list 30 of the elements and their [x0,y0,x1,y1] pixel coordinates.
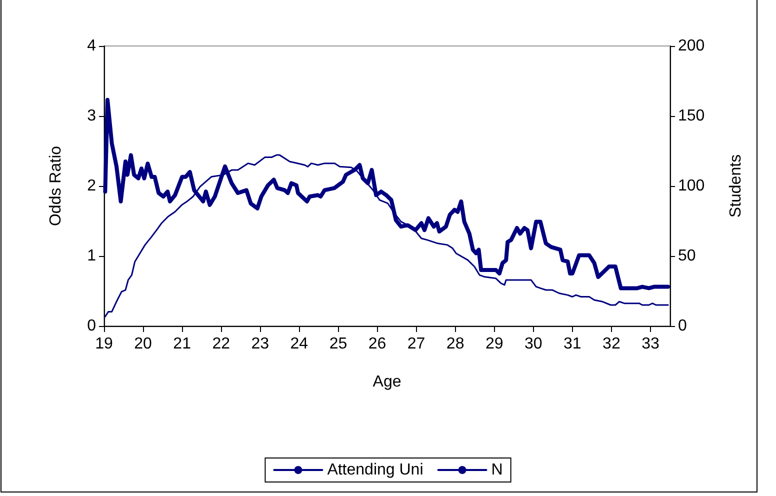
y-tick-label: 2 [87,178,96,194]
x-tick-label: 26 [368,336,386,352]
x-tick-label: 25 [329,336,348,352]
x-tick-label: 27 [407,336,426,352]
y-tick-label: 3 [87,108,96,124]
y2-tick-label: 100 [678,178,705,194]
y-tick-label: 0 [87,318,96,334]
x-tick-label: 22 [212,336,230,352]
x-tick-label: 31 [564,336,582,352]
x-tick-label: 20 [134,336,152,352]
y-axis-title: Odds Ratio [48,146,64,226]
x-tick-label: 24 [290,336,308,352]
x-tick-label: 29 [485,336,504,352]
x-tick-label: 28 [446,336,464,352]
x-tick-label: 30 [524,336,542,352]
x-tick-label: 21 [173,336,192,352]
x-tick-label: 19 [95,336,113,352]
y2-tick-label: 200 [678,38,705,54]
y-tick-label: 4 [87,38,96,54]
legend-label: N [491,462,503,478]
x-tick-label: 32 [602,336,620,352]
y2-axis-title: Students [728,154,744,218]
y-tick-label: 1 [87,248,96,264]
x-tick-label: 23 [251,336,270,352]
legend-label: Attending Uni [327,462,424,478]
y2-tick-label: 50 [678,248,696,264]
y2-tick-label: 150 [678,108,705,124]
x-tick-label: 33 [642,336,660,352]
x-axis-title: Age [372,374,402,390]
y2-tick-label: 0 [678,318,687,334]
